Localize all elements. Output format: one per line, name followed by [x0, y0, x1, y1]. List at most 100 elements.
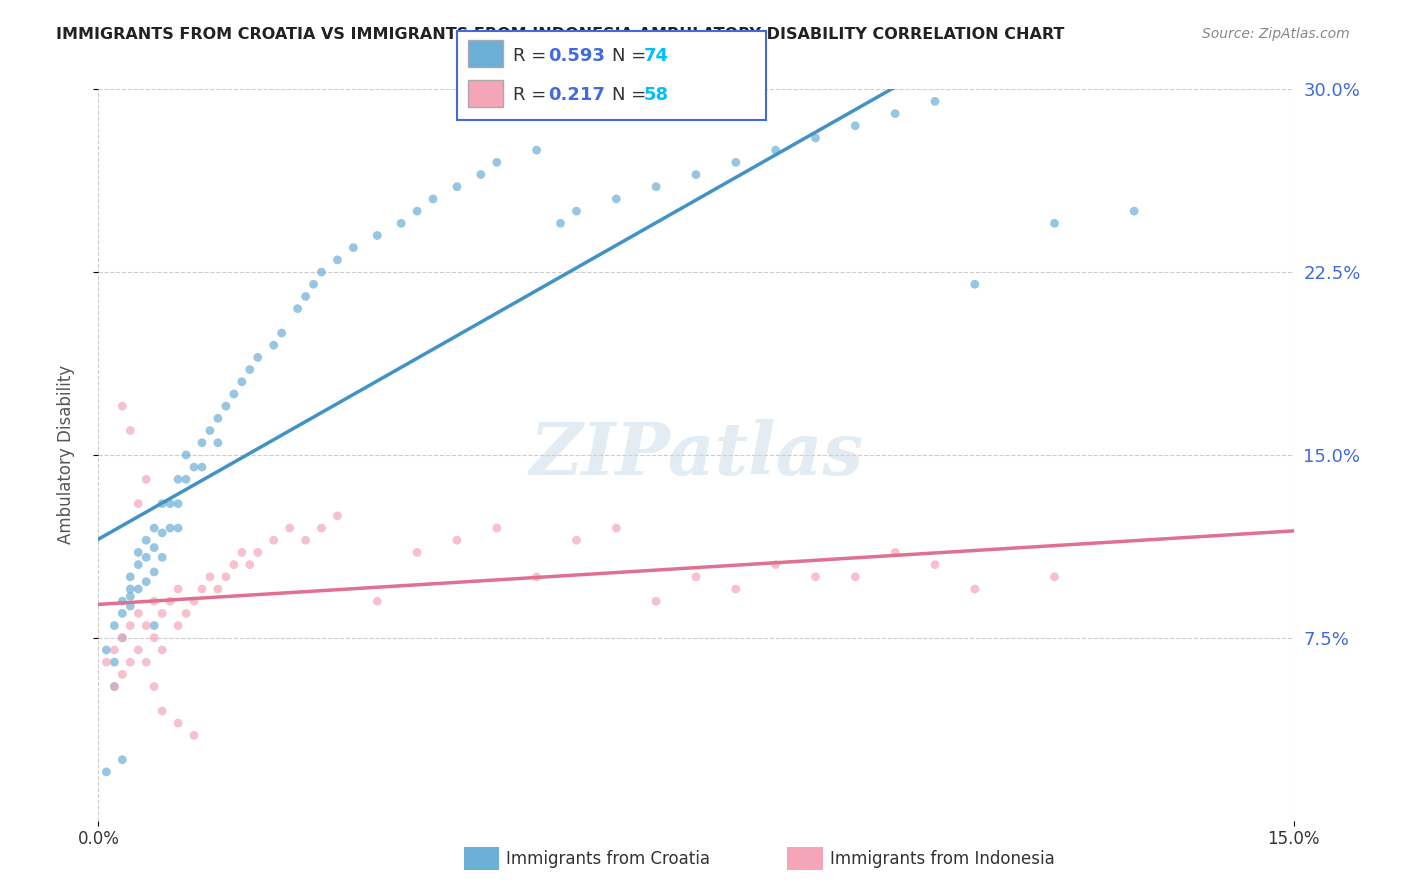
Point — [150, 525, 173, 540]
Point — [239, 362, 262, 376]
Point — [159, 497, 181, 511]
Point — [96, 655, 118, 669]
Point — [120, 570, 142, 584]
Point — [844, 119, 866, 133]
Point — [311, 521, 333, 535]
Point — [135, 574, 157, 589]
Point — [804, 570, 827, 584]
Point — [422, 192, 444, 206]
Text: Immigrants from Croatia: Immigrants from Croatia — [506, 850, 710, 868]
Point — [342, 241, 364, 255]
Point — [103, 655, 125, 669]
Point — [485, 155, 508, 169]
Point — [446, 179, 468, 194]
Point — [645, 594, 668, 608]
Point — [120, 582, 142, 596]
Point — [406, 204, 429, 219]
Point — [103, 618, 125, 632]
Point — [143, 618, 166, 632]
Point — [1123, 204, 1146, 219]
Point — [143, 680, 166, 694]
Text: ZIPatlas: ZIPatlas — [529, 419, 863, 491]
Point — [207, 582, 229, 596]
Point — [446, 533, 468, 548]
Point — [198, 570, 221, 584]
Point — [167, 716, 190, 731]
Point — [470, 168, 492, 182]
Point — [135, 533, 157, 548]
Point — [143, 565, 166, 579]
Point — [222, 387, 245, 401]
Point — [127, 607, 149, 621]
Point — [215, 399, 238, 413]
Text: 0.217: 0.217 — [548, 87, 605, 104]
Point — [127, 582, 149, 596]
Text: R =: R = — [513, 87, 553, 104]
Point — [924, 558, 946, 572]
Point — [246, 545, 269, 559]
Point — [143, 541, 166, 555]
Point — [111, 631, 134, 645]
Point — [143, 631, 166, 645]
Point — [127, 497, 149, 511]
Point — [96, 764, 118, 779]
Point — [167, 521, 190, 535]
Point — [143, 521, 166, 535]
Point — [1043, 216, 1066, 230]
Text: 58: 58 — [644, 87, 669, 104]
Point — [366, 228, 388, 243]
Text: IMMIGRANTS FROM CROATIA VS IMMIGRANTS FROM INDONESIA AMBULATORY DISABILITY CORRE: IMMIGRANTS FROM CROATIA VS IMMIGRANTS FR… — [56, 27, 1064, 42]
Point — [120, 599, 142, 613]
Point — [526, 570, 548, 584]
Point — [685, 168, 707, 182]
Point — [263, 338, 285, 352]
Point — [111, 607, 134, 621]
Point — [605, 192, 627, 206]
Point — [278, 521, 301, 535]
Point — [174, 472, 197, 486]
Point — [302, 277, 325, 292]
Point — [183, 728, 205, 742]
Point — [111, 399, 134, 413]
Text: Immigrants from Indonesia: Immigrants from Indonesia — [830, 850, 1054, 868]
Point — [167, 497, 190, 511]
Point — [311, 265, 333, 279]
Point — [135, 655, 157, 669]
Text: 0.593: 0.593 — [548, 47, 605, 65]
Point — [231, 545, 253, 559]
Point — [135, 550, 157, 565]
Point — [103, 680, 125, 694]
Point — [294, 289, 316, 303]
Point — [366, 594, 388, 608]
Point — [120, 424, 142, 438]
Point — [198, 424, 221, 438]
Point — [844, 570, 866, 584]
Point — [150, 550, 173, 565]
Point — [111, 667, 134, 681]
Point — [135, 618, 157, 632]
Text: N =: N = — [612, 47, 651, 65]
Point — [765, 558, 787, 572]
Point — [143, 594, 166, 608]
Point — [167, 472, 190, 486]
Point — [724, 155, 747, 169]
Point — [685, 570, 707, 584]
Point — [287, 301, 309, 316]
Point — [167, 582, 190, 596]
Point — [246, 351, 269, 365]
Point — [215, 570, 238, 584]
Point — [1043, 570, 1066, 584]
Point — [294, 533, 316, 548]
Point — [120, 590, 142, 604]
Point — [526, 143, 548, 157]
Point — [150, 643, 173, 657]
Point — [159, 594, 181, 608]
Point — [963, 582, 986, 596]
Point — [111, 631, 134, 645]
Point — [326, 252, 349, 267]
Point — [924, 95, 946, 109]
Text: N =: N = — [612, 87, 651, 104]
Point — [111, 753, 134, 767]
Point — [485, 521, 508, 535]
Point — [120, 618, 142, 632]
